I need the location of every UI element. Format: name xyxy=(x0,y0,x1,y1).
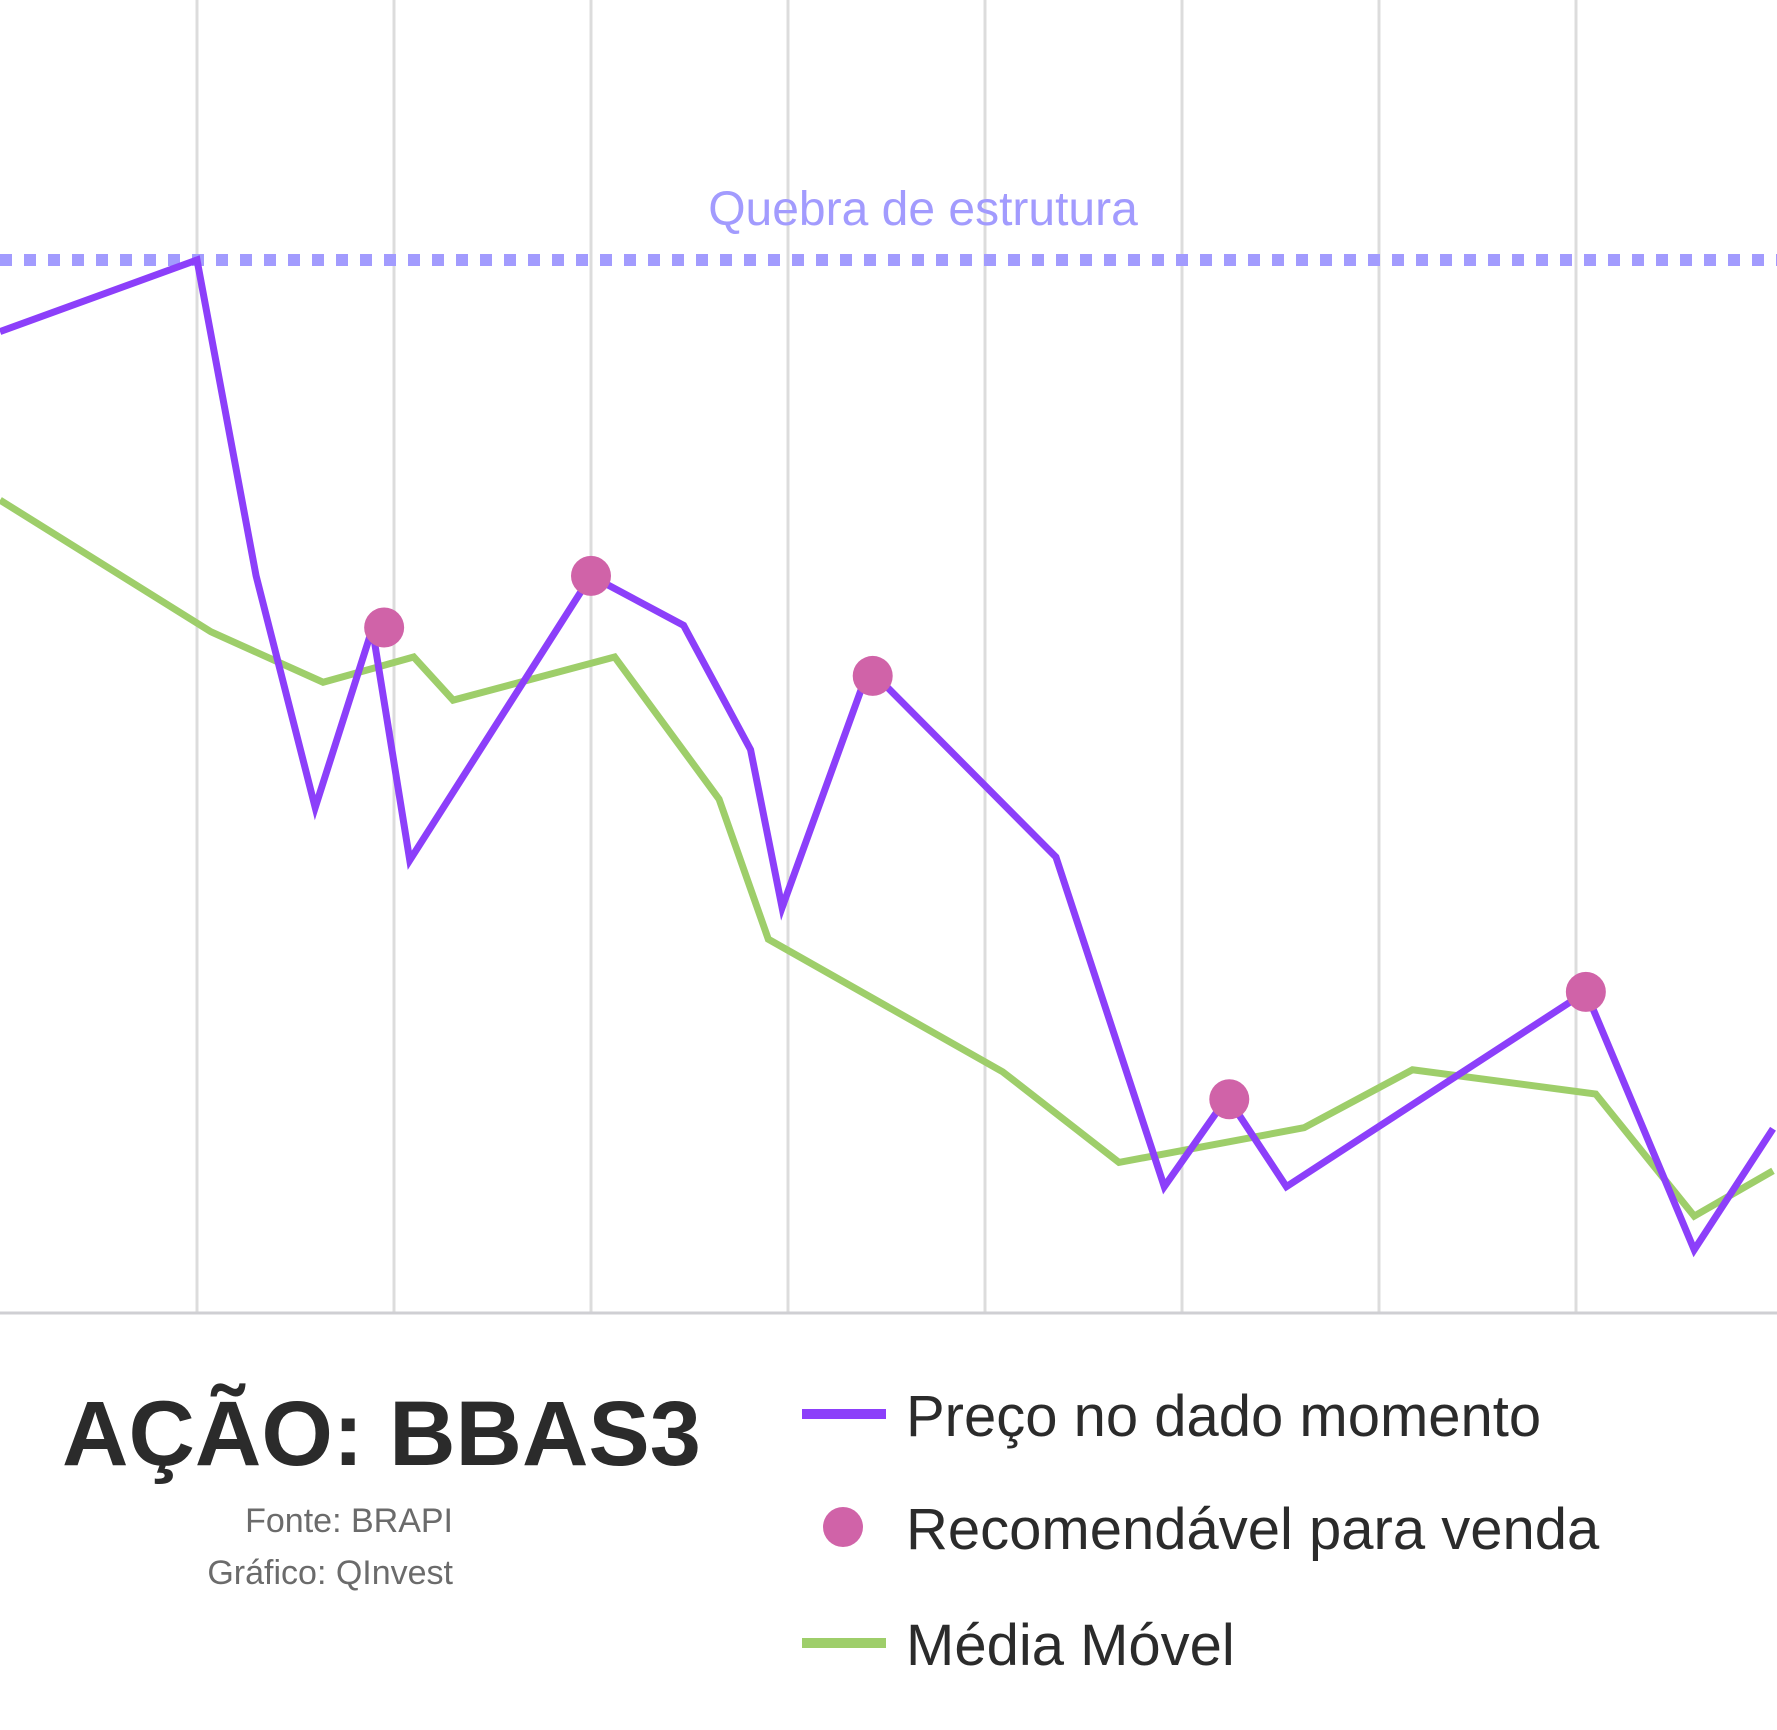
chart-info: AÇÃO: BBAS3 Fonte: BRAPI Gráfico: QInves… xyxy=(62,1382,701,1592)
series-layer xyxy=(0,255,1776,1258)
legend-item-ma: Média Móvel xyxy=(802,1613,1235,1678)
annotation-label: Quebra de estrutura xyxy=(708,183,1138,236)
annotation: Quebra de estrutura xyxy=(0,183,1777,266)
price-line xyxy=(0,255,1776,1258)
sell-signal-point xyxy=(852,655,893,696)
legend-label-price: Preço no dado momento xyxy=(906,1384,1541,1449)
credit-label: Gráfico: QInvest xyxy=(207,1554,453,1592)
chart-title: AÇÃO: BBAS3 xyxy=(62,1382,701,1485)
legend: Preço no dado momento Recomendável para … xyxy=(802,1384,1600,1678)
marker-layer xyxy=(364,555,1606,1120)
legend-label-sell: Recomendável para venda xyxy=(906,1497,1600,1562)
grid xyxy=(195,0,1578,1313)
sell-signal-point xyxy=(1565,971,1606,1012)
moving-average-line xyxy=(0,497,1775,1221)
legend-item-sell: Recomendável para venda xyxy=(823,1497,1600,1562)
source-label: Fonte: BRAPI xyxy=(245,1502,453,1540)
legend-item-price: Preço no dado momento xyxy=(802,1384,1541,1449)
legend-swatch-sell xyxy=(823,1507,863,1547)
sell-signal-point xyxy=(364,607,405,648)
sell-signal-point xyxy=(1209,1079,1250,1120)
sell-signal-point xyxy=(571,555,611,596)
legend-label-ma: Média Móvel xyxy=(906,1613,1235,1678)
